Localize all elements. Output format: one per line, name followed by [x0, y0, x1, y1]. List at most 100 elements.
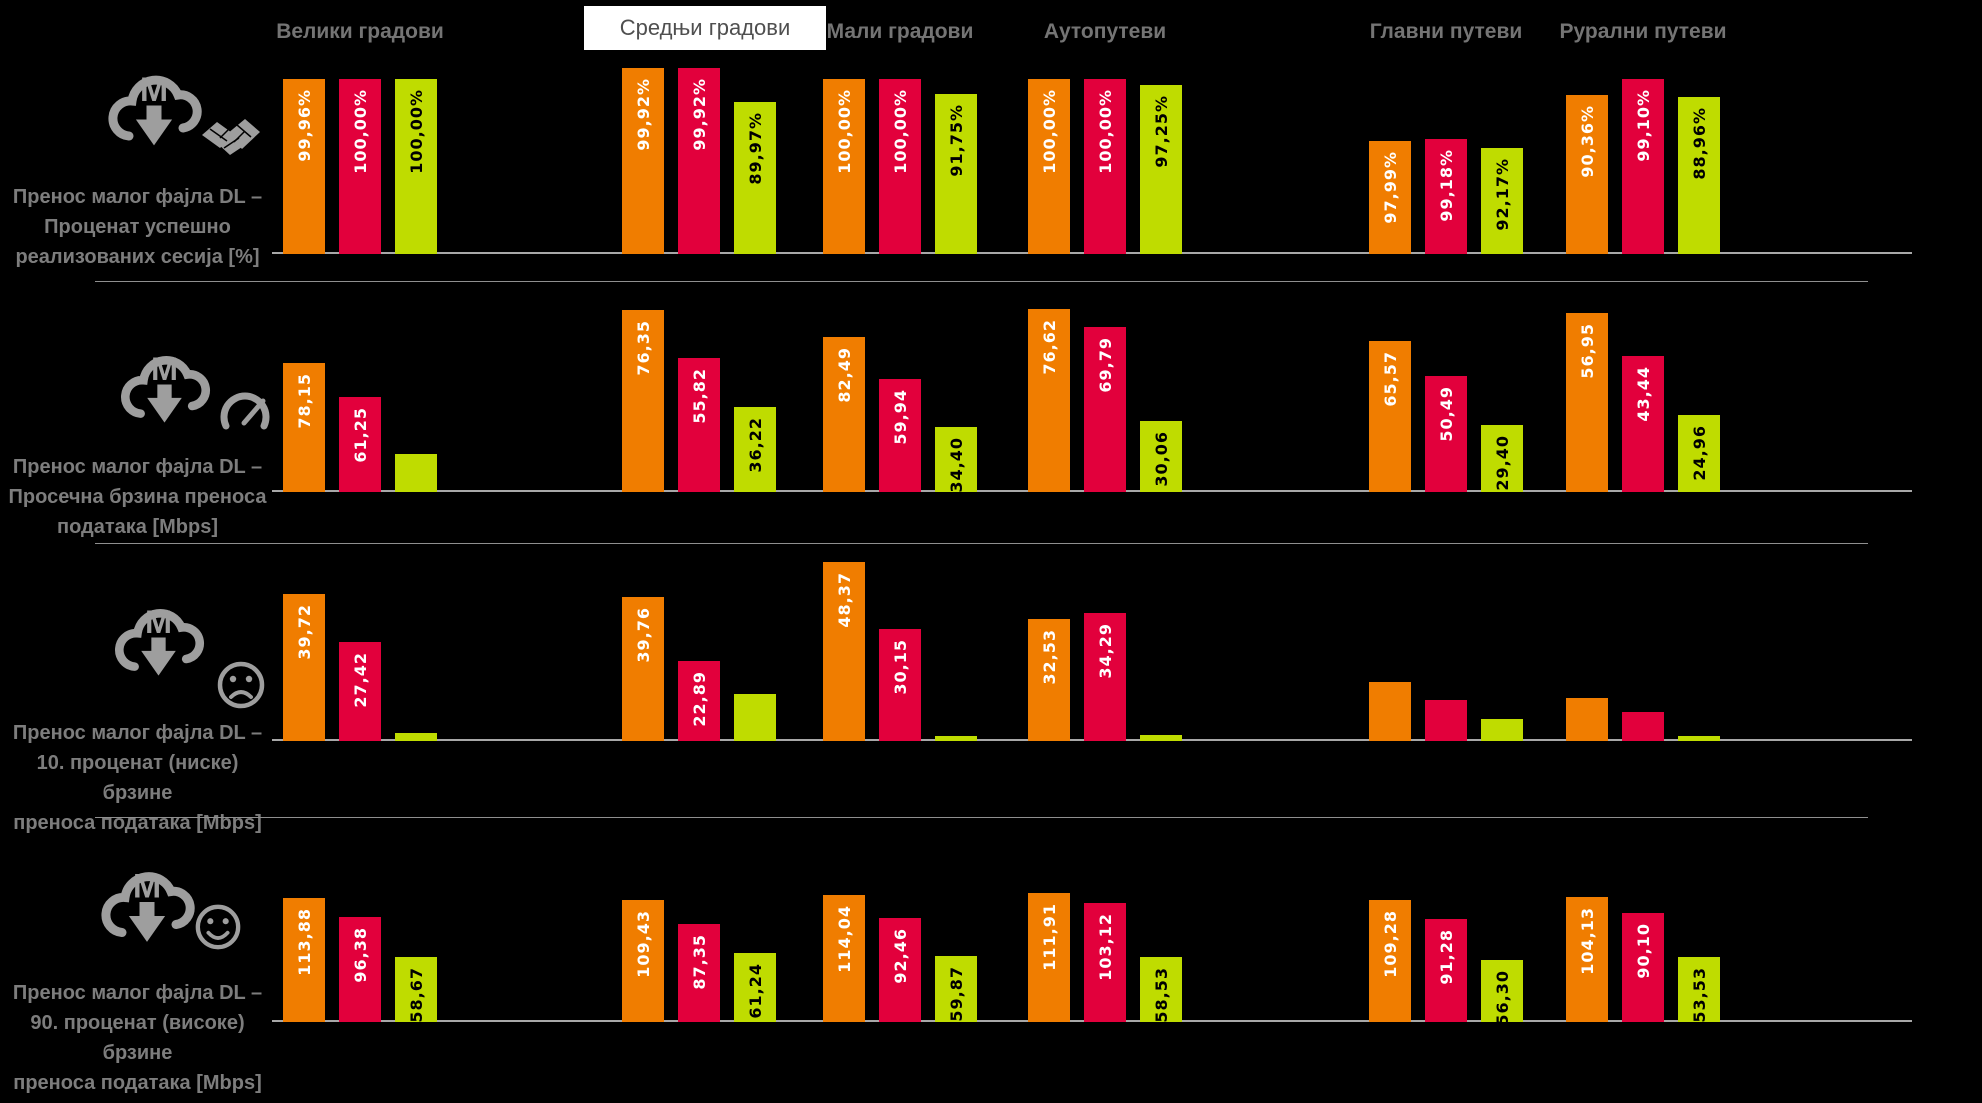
- row-caption-line: реализованих сесија [%]: [15, 246, 260, 268]
- bar-value-label: 29,40: [1492, 435, 1512, 491]
- bar: 58,53: [1140, 957, 1182, 1023]
- row-caption-line: Просечна брзина преноса: [8, 486, 267, 508]
- cloud-download-icon: M: [98, 52, 210, 160]
- bar-value-label: 114,04: [834, 905, 854, 973]
- bar-value-label: 43,44: [1633, 366, 1653, 422]
- bar-value-label: 103,12: [1095, 913, 1115, 981]
- row-caption-line: Проценат успешно: [44, 216, 231, 238]
- happy-face-icon: [194, 902, 242, 952]
- bar-value-label: 87,35: [689, 934, 709, 990]
- bar-value-label: 76,35: [633, 320, 653, 376]
- bar: 104,13: [1566, 897, 1608, 1022]
- bar-value-label: 96,38: [350, 927, 370, 983]
- bar-value-label: 58,67: [406, 967, 426, 1023]
- bar: 76,62: [1028, 309, 1070, 492]
- bar-value-label: 91,75%: [946, 104, 966, 177]
- handshake-icon: [200, 108, 262, 162]
- bar: [734, 694, 776, 741]
- bar-value-label: 24,96: [1689, 425, 1709, 481]
- cloud-download-icon: M: [106, 583, 211, 693]
- bar: 24,96: [1678, 415, 1720, 492]
- bar: 100,00%: [1084, 79, 1126, 254]
- bar: [1425, 700, 1467, 741]
- bar: 90,10: [1622, 913, 1664, 1022]
- row-caption: Пренос малог фајла DL – 10. проценат (нис…: [5, 718, 270, 838]
- bar: 61,25: [339, 397, 381, 492]
- bar-value-label: 100,00%: [406, 89, 426, 174]
- row-caption-line: 10. проценат (ниске) брзине: [36, 752, 239, 804]
- bar-value-label: 99,96%: [294, 89, 314, 162]
- bar: 59,87: [935, 956, 977, 1022]
- bar-value-label: 97,25%: [1151, 95, 1171, 168]
- bar: 88,96%: [1678, 97, 1720, 254]
- bar: 96,38: [339, 917, 381, 1022]
- bar-value-label: 100,00%: [350, 89, 370, 174]
- cloud-letter: M: [145, 604, 172, 640]
- bar-value-label: 27,42: [350, 652, 370, 708]
- bar-value-label: 22,89: [689, 671, 709, 727]
- bar-value-label: 92,46: [890, 928, 910, 984]
- bar: 91,28: [1425, 919, 1467, 1022]
- row-caption-line: Пренос малог фајла DL –: [12, 722, 263, 744]
- bar: [395, 733, 437, 741]
- row-caption: Пренос малог фајла DL – 90. проценат (вис…: [5, 978, 270, 1098]
- bar: 99,10%: [1622, 79, 1664, 254]
- bar-value-label: 111,91: [1039, 903, 1059, 971]
- bar-value-label: 34,29: [1095, 623, 1115, 679]
- bar: [935, 736, 977, 741]
- bar: 100,00%: [1028, 79, 1070, 254]
- bar: 29,40: [1481, 425, 1523, 492]
- row-caption-line: преноса података [Mbps]: [13, 812, 262, 834]
- bar: 109,43: [622, 900, 664, 1022]
- bar: 43,44: [1622, 356, 1664, 492]
- bar: 58,67: [395, 957, 437, 1023]
- bar-value-label: 58,53: [1151, 967, 1171, 1023]
- row-caption-line: Пренос малог фајла DL –: [12, 982, 263, 1004]
- bar: 97,99%: [1369, 141, 1411, 254]
- bar-value-label: 61,24: [745, 963, 765, 1019]
- row-caption-line: 90. проценат (високе) брзине: [30, 1012, 245, 1064]
- row-caption-line: Пренос малог фајла DL –: [12, 186, 263, 208]
- sad-face-icon: [216, 660, 266, 710]
- bar-value-label: 99,92%: [689, 78, 709, 151]
- bar-value-label: 92,17%: [1492, 158, 1512, 231]
- bar-value-label: 30,15: [890, 639, 910, 695]
- bar: 65,57: [1369, 341, 1411, 492]
- bar: 99,92%: [622, 68, 664, 254]
- bar: 99,96%: [283, 79, 325, 254]
- bar-value-label: 99,10%: [1633, 89, 1653, 162]
- bar: 27,42: [339, 642, 381, 741]
- bar-value-label: 113,88: [294, 908, 314, 976]
- speedometer-icon: [218, 386, 272, 430]
- bar-value-label: 59,87: [946, 966, 966, 1022]
- bar-value-label: 39,72: [294, 604, 314, 660]
- bar: 100,00%: [823, 79, 865, 254]
- bar: [1369, 682, 1411, 741]
- bar: 39,76: [622, 597, 664, 741]
- bar: 48,37: [823, 562, 865, 741]
- bar-value-label: 32,53: [1039, 629, 1059, 685]
- bar-value-label: 99,18%: [1436, 149, 1456, 222]
- bar-value-label: 56,95: [1577, 323, 1597, 379]
- bar: 59,94: [879, 379, 921, 492]
- bar-value-label: 56,30: [1492, 970, 1512, 1026]
- bar: 109,28: [1369, 900, 1411, 1022]
- bar: 90,36%: [1566, 95, 1608, 254]
- bar: 111,91: [1028, 893, 1070, 1022]
- row-separator-line: [95, 543, 1868, 544]
- bar-value-label: 97,99%: [1380, 151, 1400, 224]
- bar-value-label: 104,13: [1577, 907, 1597, 975]
- bar-value-label: 99,92%: [633, 78, 653, 151]
- bar-value-label: 109,28: [1380, 910, 1400, 978]
- bar-value-label: 90,10: [1633, 923, 1653, 979]
- bar-value-label: 65,57: [1380, 351, 1400, 407]
- bar-value-label: 50,49: [1436, 386, 1456, 442]
- bar-value-label: 36,22: [745, 417, 765, 473]
- bar: 30,15: [879, 629, 921, 741]
- bar-value-label: 100,00%: [834, 89, 854, 174]
- bar: 78,15: [283, 363, 325, 492]
- bar: 53,53: [1678, 957, 1720, 1023]
- bar-value-label: 39,76: [633, 607, 653, 663]
- bar: 100,00%: [879, 79, 921, 254]
